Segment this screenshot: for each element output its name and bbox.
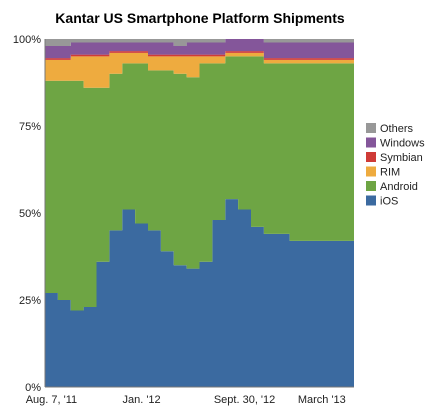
legend-label-android: Android xyxy=(380,181,418,193)
legend: Others Windows Symbian RIM Android iOS xyxy=(366,123,425,208)
legend-label-rim: RIM xyxy=(380,167,400,179)
series-area-android xyxy=(45,56,354,311)
plot-area xyxy=(45,39,354,387)
y-tick-label: 100% xyxy=(13,34,41,46)
legend-label-symbian: Symbian xyxy=(380,152,423,164)
legend-label-windows: Windows xyxy=(380,138,425,150)
chart-title: Kantar US Smartphone Platform Shipments xyxy=(55,10,345,26)
axes xyxy=(44,39,354,388)
tick-labels: 0% 25% 50% 75% 100% Aug. 7, '11 Jan. '12 Sept. … xyxy=(13,34,346,406)
series-area-symbian xyxy=(45,51,354,60)
legend-swatch-rim xyxy=(366,166,376,177)
y-tick-label: 50% xyxy=(19,208,41,220)
legend-swatch-ios xyxy=(366,195,376,206)
series-area-ios xyxy=(45,199,354,387)
series-area-others xyxy=(45,39,354,46)
x-tick-label: Jan. '12 xyxy=(122,394,160,406)
y-tick-label: 0% xyxy=(25,382,41,394)
legend-swatch-windows xyxy=(366,137,376,148)
x-tick-label: Sept. 30, '12 xyxy=(214,394,275,406)
x-tick-label: Aug. 7, '11 xyxy=(26,394,77,406)
legend-label-others: Others xyxy=(380,123,414,135)
series-area-rim xyxy=(45,52,354,88)
y-tick-label: 75% xyxy=(19,121,41,133)
legend-label-ios: iOS xyxy=(380,196,398,208)
series-area-windows xyxy=(45,39,354,59)
x-tick-label: March '13 xyxy=(298,394,346,406)
y-tick-label: 25% xyxy=(19,295,41,307)
legend-swatch-symbian xyxy=(366,152,376,162)
legend-swatch-android xyxy=(366,181,376,191)
legend-swatch-others xyxy=(366,123,376,133)
